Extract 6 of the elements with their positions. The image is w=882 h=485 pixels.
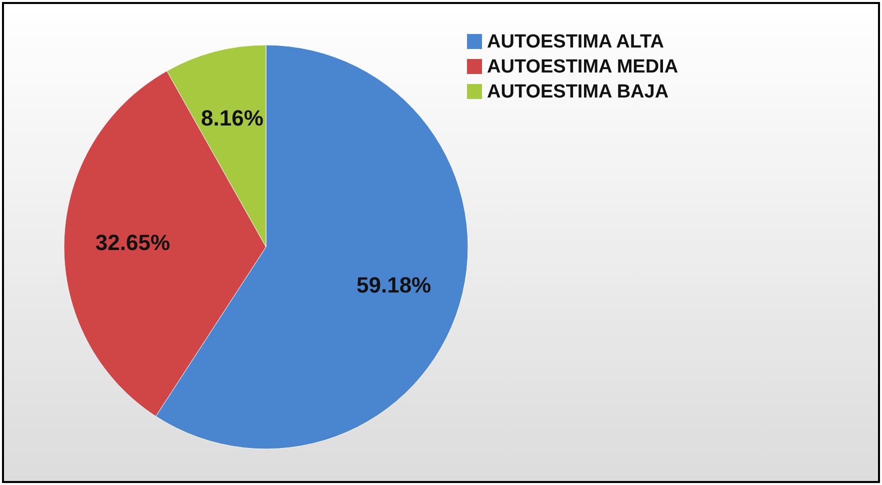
slice-label: AUTOESTIMA ALTA <box>487 32 664 52</box>
data-label: 8.16% <box>200 106 264 131</box>
legend-label: AUTOESTIMA MEDIA <box>487 56 678 78</box>
legend-label: AUTOESTIMA BAJA <box>487 82 669 102</box>
data-label: 59.18% <box>356 272 432 298</box>
data-label: 32.65% <box>95 230 170 256</box>
